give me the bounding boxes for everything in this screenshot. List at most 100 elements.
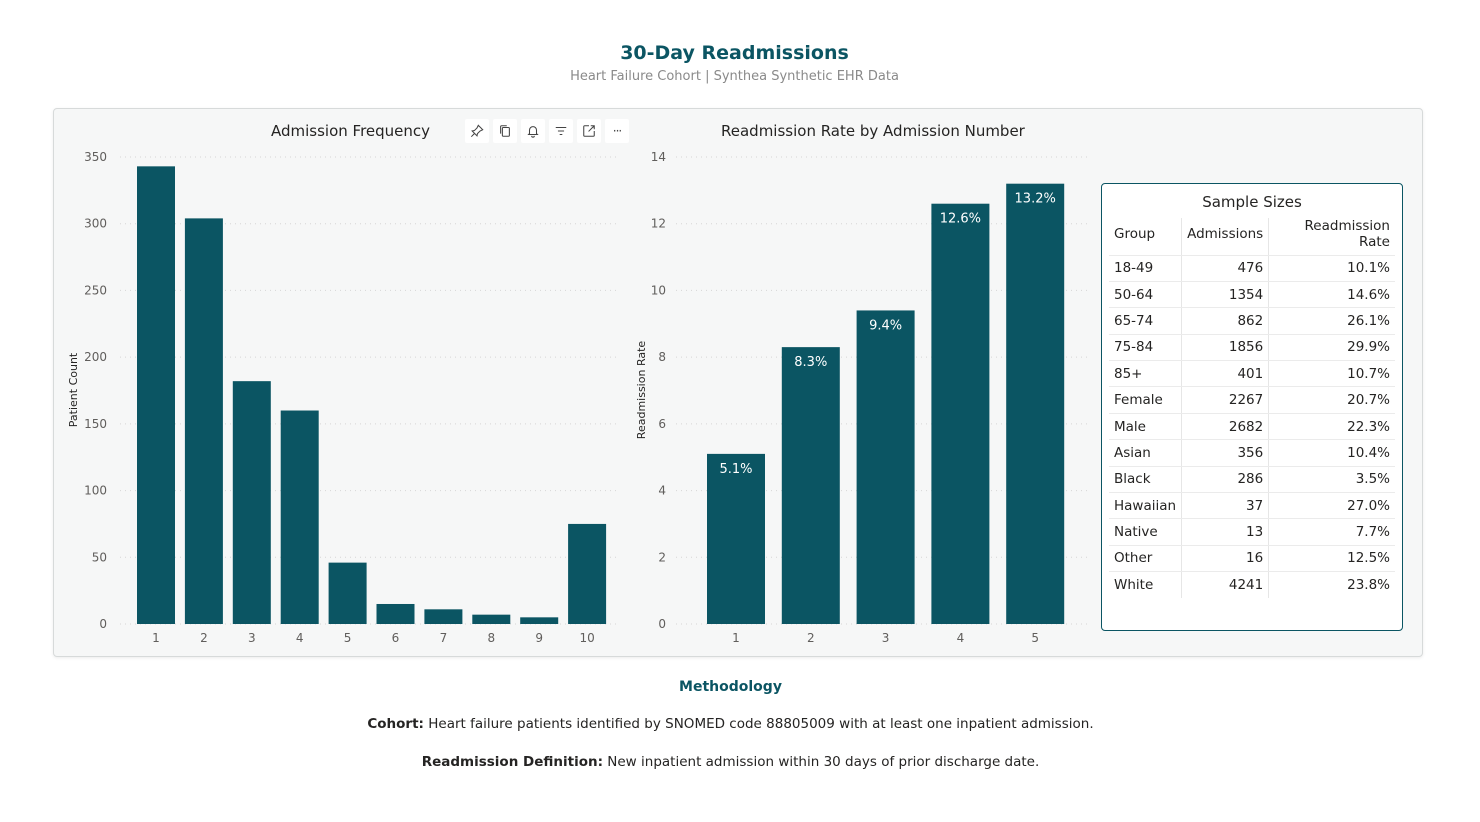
bar[interactable] xyxy=(472,614,511,624)
bar[interactable] xyxy=(280,410,319,624)
bar-data-label: 12.6% xyxy=(940,212,981,227)
table-row[interactable]: Other 16 12.5% xyxy=(1109,545,1395,573)
bar[interactable] xyxy=(856,310,915,624)
bar-data-label: 13.2% xyxy=(1015,192,1056,207)
y-tick-label: 4 xyxy=(658,484,666,498)
table-row[interactable]: Native 13 7.7% xyxy=(1109,518,1395,546)
column-header-group[interactable]: Group xyxy=(1109,218,1183,250)
y-axis-title: Patient Count xyxy=(67,352,80,427)
table-row[interactable]: 85+ 401 10.7% xyxy=(1109,360,1395,388)
bell-icon[interactable] xyxy=(521,119,545,143)
cell-admissions: 862 xyxy=(1181,307,1270,335)
table-row[interactable]: 75-84 1856 29.9% xyxy=(1109,334,1395,362)
y-tick-label: 50 xyxy=(92,550,107,564)
table-row[interactable]: 50-64 1354 14.6% xyxy=(1109,281,1395,309)
filter-icon[interactable] xyxy=(549,119,573,143)
x-tick-label: 2 xyxy=(807,631,815,645)
cell-readmission-rate: 10.4% xyxy=(1268,439,1395,467)
pin-icon[interactable] xyxy=(465,119,489,143)
cell-group: Asian xyxy=(1109,439,1183,467)
cell-admissions: 13 xyxy=(1181,518,1270,546)
cell-readmission-rate: 7.7% xyxy=(1268,518,1395,546)
cell-group: 85+ xyxy=(1109,360,1183,388)
y-tick-label: 0 xyxy=(99,617,107,631)
column-header-readmission-rate[interactable]: Readmission Rate xyxy=(1304,218,1390,250)
x-tick-label: 1 xyxy=(732,631,740,645)
definition-label: Readmission Definition: xyxy=(421,754,603,770)
x-tick-label: 1 xyxy=(152,631,160,645)
cell-group: Male xyxy=(1109,413,1183,441)
bar[interactable] xyxy=(137,166,175,624)
bar[interactable] xyxy=(781,347,840,624)
bar[interactable] xyxy=(376,603,415,624)
table-row[interactable]: Hawaiian 37 27.0% xyxy=(1109,492,1395,520)
x-tick-label: 10 xyxy=(579,631,594,645)
table-row[interactable]: Male 2682 22.3% xyxy=(1109,413,1395,441)
y-axis-title: Readmission Rate xyxy=(635,341,648,440)
cell-admissions: 476 xyxy=(1181,255,1270,282)
table-row[interactable]: 65-74 862 26.1% xyxy=(1109,307,1395,335)
cell-group: 50-64 xyxy=(1109,281,1183,309)
cell-admissions: 2267 xyxy=(1181,386,1270,414)
cell-admissions: 16 xyxy=(1181,545,1270,573)
bar[interactable] xyxy=(184,218,223,624)
y-tick-label: 8 xyxy=(658,350,666,364)
cell-group: White xyxy=(1109,571,1183,599)
visual-header-toolbar: ··· xyxy=(465,119,629,143)
y-tick-label: 200 xyxy=(84,350,107,364)
cell-admissions: 37 xyxy=(1181,492,1270,520)
bar[interactable] xyxy=(424,609,463,624)
definition-text: New inpatient admission within 30 days o… xyxy=(607,754,1040,770)
table-row[interactable]: Asian 356 10.4% xyxy=(1109,439,1395,467)
cell-admissions: 1856 xyxy=(1181,334,1270,362)
table-row[interactable]: 18-49 476 10.1% xyxy=(1109,255,1395,282)
cell-admissions: 4241 xyxy=(1181,571,1270,599)
bar[interactable] xyxy=(232,381,271,624)
table-row[interactable]: Black 286 3.5% xyxy=(1109,466,1395,494)
y-tick-label: 14 xyxy=(651,150,666,164)
cell-readmission-rate: 27.0% xyxy=(1268,492,1395,520)
y-tick-label: 12 xyxy=(651,217,666,231)
x-tick-label: 9 xyxy=(535,631,543,645)
bar[interactable] xyxy=(931,203,990,624)
table-row[interactable]: White 4241 23.8% xyxy=(1109,571,1395,599)
x-tick-label: 4 xyxy=(296,631,304,645)
cell-readmission-rate: 22.3% xyxy=(1268,413,1395,441)
y-tick-label: 0 xyxy=(658,617,666,631)
x-tick-label: 7 xyxy=(440,631,448,645)
bar[interactable] xyxy=(520,617,559,624)
bar-data-label: 5.1% xyxy=(719,462,752,477)
cell-group: Female xyxy=(1109,386,1183,414)
table-row[interactable]: Female 2267 20.7% xyxy=(1109,386,1395,414)
sample-sizes-title: Sample Sizes xyxy=(1202,193,1302,211)
cell-admissions: 356 xyxy=(1181,439,1270,467)
y-tick-label: 350 xyxy=(84,150,107,164)
bar-data-label: 8.3% xyxy=(794,355,827,370)
page-title: 30-Day Readmissions xyxy=(620,42,849,64)
admission-frequency-chart: 0 50 100 150 200 250 300 350 Patient Count 1 2 3 4 5 6… xyxy=(67,150,620,645)
cell-admissions: 1354 xyxy=(1181,281,1270,309)
cohort-text: Heart failure patients identified by SNO… xyxy=(428,716,1094,732)
cell-readmission-rate: 3.5% xyxy=(1268,466,1395,494)
x-tick-label: 2 xyxy=(200,631,208,645)
cell-readmission-rate: 10.7% xyxy=(1268,360,1395,388)
bar[interactable] xyxy=(707,453,765,624)
y-tick-label: 300 xyxy=(84,217,107,231)
bar[interactable] xyxy=(328,562,367,624)
column-header-admissions[interactable]: Admissions xyxy=(1181,218,1270,250)
sample-sizes-card: Sample Sizes Group Admissions Readmissio… xyxy=(1101,183,1403,631)
copy-icon[interactable] xyxy=(493,119,517,143)
bar[interactable] xyxy=(568,523,607,624)
cell-admissions: 401 xyxy=(1181,360,1270,388)
cell-group: 75-84 xyxy=(1109,334,1183,362)
methodology-definition: Readmission Definition: New inpatient ad… xyxy=(0,754,1461,770)
y-tick-label: 6 xyxy=(658,417,666,431)
cell-group: Black xyxy=(1109,466,1183,494)
bar[interactable] xyxy=(1006,183,1065,624)
x-tick-label: 8 xyxy=(487,631,495,645)
more-options-icon[interactable]: ··· xyxy=(605,119,629,143)
x-tick-label: 3 xyxy=(248,631,256,645)
y-tick-label: 250 xyxy=(84,283,107,297)
focus-mode-icon[interactable] xyxy=(577,119,601,143)
cell-group: Native xyxy=(1109,518,1183,546)
